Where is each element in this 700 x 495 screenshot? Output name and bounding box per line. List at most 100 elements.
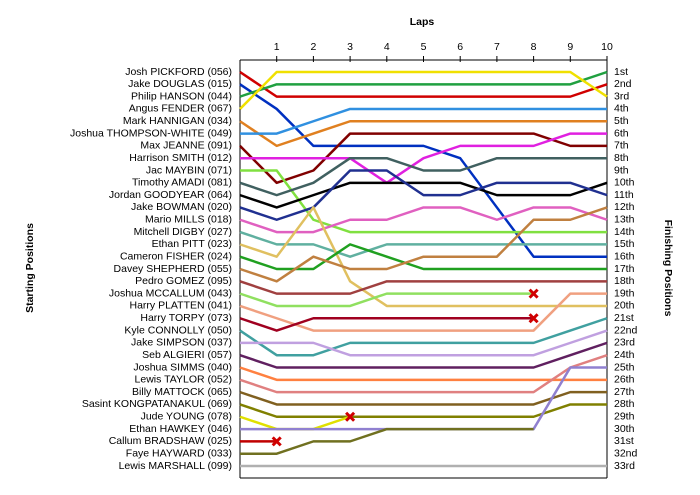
x-tick-label: 7: [494, 41, 500, 53]
rider-line: [239, 317, 608, 357]
retire-marker: [271, 436, 282, 447]
x-tick-label: 8: [531, 41, 537, 53]
finish-label: 4th: [614, 103, 629, 115]
start-label: Angus FENDER (067): [129, 103, 232, 115]
finish-label: 13th: [614, 214, 635, 226]
x-tick-label: 3: [347, 41, 353, 53]
start-label: Sasint KONGPATANAKUL (069): [82, 398, 232, 410]
rider-line: [240, 427, 534, 455]
finish-label: 23rd: [614, 337, 635, 349]
rider-line: [239, 354, 608, 394]
finish-label: 6th: [614, 127, 629, 139]
retire-marker: [528, 288, 539, 299]
rider-line: [239, 169, 608, 221]
rider-line: [240, 107, 607, 135]
start-label: Cameron FISHER (024): [120, 250, 232, 262]
rider-line: [239, 366, 607, 382]
rider-line: [239, 292, 607, 332]
finish-label: 16th: [614, 250, 635, 262]
rider-line: [239, 70, 608, 110]
rider-line: [239, 341, 608, 369]
finish-label: 19th: [614, 287, 635, 299]
start-label: Lewis TAYLOR (052): [135, 374, 232, 386]
rider-line: [239, 292, 534, 308]
start-label: Billy MATTOCK (065): [132, 386, 232, 398]
finish-label: 28th: [614, 398, 635, 410]
rider-line: [240, 329, 608, 357]
finish-label: 5th: [614, 115, 629, 127]
rider-line: [239, 132, 607, 185]
rider-line: [239, 120, 607, 148]
start-label: Joshua THOMPSON-WHITE (049): [70, 127, 232, 139]
finish-label: 18th: [614, 275, 635, 287]
finish-label: 17th: [614, 263, 635, 275]
x-tick-label: 10: [601, 41, 613, 53]
start-label: Josh PICKFORD (056): [125, 66, 232, 78]
finish-label: 22nd: [614, 324, 638, 336]
start-label: Davey SHEPHERD (055): [114, 263, 232, 275]
rider-line: [239, 70, 608, 98]
finish-label: 14th: [614, 226, 635, 238]
x-tick-label: 5: [421, 41, 427, 53]
rider-line: [239, 403, 607, 418]
y-axis-title-left: Starting Positions: [24, 223, 36, 313]
finish-label: 1st: [614, 66, 628, 78]
rider-line: [239, 156, 607, 197]
finish-label: 21st: [614, 312, 634, 324]
rider-line: [239, 181, 608, 209]
start-label: Mark HANNIGAN (034): [123, 115, 232, 127]
finish-label: 24th: [614, 349, 635, 361]
finish-label: 2nd: [614, 78, 632, 90]
rider-line: [239, 243, 607, 271]
rider-line: [239, 390, 607, 406]
rider-line: [239, 206, 607, 308]
y-axis-title-right: Finishing Positions: [662, 220, 674, 317]
start-label: Harrison SMITH (012): [129, 152, 232, 164]
start-label: Mitchell DIGBY (027): [134, 226, 232, 238]
start-label: Ethan PITT (023): [152, 238, 232, 250]
x-tick-label: 2: [310, 41, 316, 53]
x-tick-label: 4: [384, 41, 390, 53]
finish-label: 29th: [614, 411, 635, 423]
finish-label: 7th: [614, 140, 629, 152]
finish-label: 32nd: [614, 447, 638, 459]
x-tick-label: 6: [457, 41, 463, 53]
finish-label: 27th: [614, 386, 635, 398]
rider-line: [240, 132, 607, 185]
rider-line: [239, 317, 534, 332]
start-label: Harry PLATTEN (041): [130, 300, 233, 312]
start-label: Timothy AMADI (081): [132, 177, 232, 189]
finish-label: 26th: [614, 374, 635, 386]
x-tick-label: 1: [274, 41, 280, 53]
start-label: Harry TORPY (073): [140, 312, 232, 324]
rider-line: [239, 230, 607, 258]
finish-label: 20th: [614, 300, 635, 312]
rider-line: [239, 70, 608, 98]
start-label: Jude YOUNG (078): [141, 411, 232, 423]
rider-line: [239, 83, 607, 258]
start-label: Jordan GOODYEAR (064): [109, 189, 232, 201]
finish-label: 25th: [614, 361, 635, 373]
start-label: Jake DOUGLAS (015): [128, 78, 232, 90]
finish-label: 9th: [614, 164, 629, 176]
retire-marker: [528, 313, 539, 324]
start-label: Jac MAYBIN (071): [146, 164, 232, 176]
retire-marker: [345, 411, 356, 422]
start-label: Kyle CONNOLLY (050): [124, 324, 232, 336]
start-label: Jake BOWMAN (020): [131, 201, 232, 213]
chart-title: Laps: [410, 16, 435, 28]
finish-label: 11th: [614, 189, 634, 201]
finish-label: 8th: [614, 152, 629, 164]
start-label: Faye HAYWARD (033): [126, 447, 232, 459]
start-label: Pedro GOMEZ (095): [135, 275, 232, 287]
finish-label: 15th: [614, 238, 635, 250]
start-label: Philip HANSON (044): [131, 90, 232, 102]
start-label: Joshua MCCALLUM (043): [109, 287, 232, 299]
finish-label: 30th: [614, 423, 635, 435]
finish-label: 12th: [614, 201, 635, 213]
start-label: Seb ALGIERI (057): [142, 349, 232, 361]
rider-line: [239, 206, 608, 234]
rider-line: [239, 206, 608, 283]
